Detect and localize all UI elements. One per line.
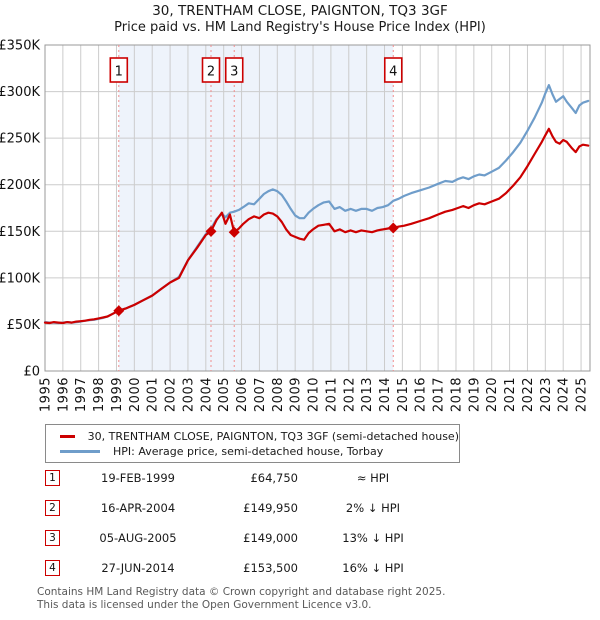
legend-label: 30, TRENTHAM CLOSE, PAIGNTON, TQ3 3GF (s… [87,430,459,443]
footer-line: This data is licensed under the Open Gov… [37,598,372,611]
sale-number-box [224,57,244,83]
y-axis-tick-label: £150K [0,225,40,240]
sale-number-label: 1 [115,65,123,80]
table-row: 4 27-JUN-2014 £153,500 16% ↓ HPI [45,560,438,576]
table-row: 2 16-APR-2004 £149,950 2% ↓ HPI [45,500,438,516]
y-axis-tick-label: £250K [0,132,40,147]
x-axis-tick-label: 2014 [378,377,393,412]
x-axis-tick-label: 2012 [342,377,357,412]
x-axis-tick-label: 2025 [575,377,590,412]
x-axis-tick-label: 2001 [146,377,161,412]
chart-header: 30, TRENTHAM CLOSE, PAIGNTON, TQ3 3GF Pr… [0,3,600,36]
y-axis-tick-label: £300K [0,85,40,100]
sale-point-marker [113,305,125,317]
x-axis-tick-label: 1998 [92,377,107,412]
sale-date: 05-AUG-2005 [99,531,177,545]
sale-date: 27-JUN-2014 [101,561,175,575]
x-axis-tick-label: 2022 [521,377,536,412]
x-axis-tick-label: 2007 [253,377,268,412]
x-axis-tick-label: 2021 [503,377,518,412]
x-axis-tick-label: 2024 [557,377,572,412]
sale-number-label: 4 [389,65,397,80]
price-line-swatch [60,435,75,438]
x-axis-tick-label: 2019 [467,377,482,412]
sale-price: £149,950 [243,501,298,515]
page-subtitle: Price paid vs. HM Land Registry's House … [114,19,486,35]
sale-number-badge: 1 [45,470,60,486]
x-axis-tick-label: 2005 [217,377,232,412]
x-axis-tick-label: 2006 [235,377,250,412]
sale-number-badge: 4 [45,560,60,576]
sale-price: £153,500 [243,561,298,575]
x-axis-tick-label: 2016 [414,377,429,412]
sale-date: 16-APR-2004 [100,501,176,515]
price-history-chart: 1 2 3 4 £0 £50K £100K £150K £200K £250K £300K £350K… [0,39,591,412]
x-axis-tick-label: 1995 [39,377,54,412]
sale-hpi-delta: 16% ↓ HPI [342,561,404,575]
sale-date: 19-FEB-1999 [101,471,175,485]
x-axis-tick-label: 2015 [396,377,411,412]
x-axis-tick-label: 2017 [432,377,447,412]
legend-item-price-paid: 30, TRENTHAM CLOSE, PAIGNTON, TQ3 3GF (s… [46,429,459,444]
x-axis-tick-label: 2004 [199,377,214,412]
sale-number-label: 2 [207,65,215,80]
plot-border [44,44,591,372]
sale-price: £64,750 [250,471,298,485]
y-axis-tick-label: £0 [23,365,40,380]
x-axis-tick-label: 1999 [110,377,125,412]
sale-number-box [383,57,403,83]
x-axis-tick-label: 2023 [539,377,554,412]
sale-number-label: 3 [230,65,238,80]
sale-price: £149,000 [243,531,298,545]
x-axis-tick-label: 2002 [164,377,179,412]
y-axis-tick-label: £100K [0,271,40,286]
x-axis-tick-label: 2011 [324,377,339,412]
sale-number-box [201,57,221,83]
sale-number-box [109,57,129,83]
sale-point-marker [205,225,217,237]
hpi-line-swatch [60,450,100,453]
sale-hpi-delta: 2% ↓ HPI [345,501,401,515]
chart-legend: 30, TRENTHAM CLOSE, PAIGNTON, TQ3 3GF (s… [45,424,460,463]
sale-number-badge: 2 [45,500,60,516]
x-axis-tick-label: 2013 [360,377,375,412]
table-row: 3 05-AUG-2005 £149,000 13% ↓ HPI [45,530,438,546]
sale-point-marker [387,222,399,234]
x-axis-tick-label: 2003 [181,377,196,412]
x-axis-tick-label: 2018 [449,377,464,412]
y-axis-tick-label: £200K [0,178,40,193]
x-axis-tick-label: 1996 [56,377,71,412]
shaded-region [118,45,394,371]
x-axis-tick-label: 2009 [289,377,304,412]
x-axis-tick-label: 1997 [74,377,89,412]
x-axis-tick-label: 2008 [271,377,286,412]
y-axis-tick-label: £50K [7,318,41,333]
footer-line: Contains HM Land Registry data © Crown c… [37,586,446,598]
license-footer: Contains HM Land Registry data © Crown c… [37,586,445,612]
page-title: 30, TRENTHAM CLOSE, PAIGNTON, TQ3 3GF [152,3,448,19]
table-row: 1 19-FEB-1999 £64,750 ≈ HPI [45,470,438,486]
sale-number-badge: 3 [45,530,60,546]
y-axis-tick-label: £350K [0,39,40,54]
legend-label: HPI: Average price, semi-detached house,… [113,445,384,458]
sale-hpi-delta: ≈ HPI [356,471,390,485]
legend-item-hpi: HPI: Average price, semi-detached house,… [46,444,459,459]
x-axis-tick-label: 2020 [485,377,500,412]
sale-hpi-delta: 13% ↓ HPI [342,531,404,545]
x-axis-tick-label: 2010 [307,377,322,412]
sale-point-marker [228,226,240,238]
x-axis-tick-label: 2000 [128,377,143,412]
